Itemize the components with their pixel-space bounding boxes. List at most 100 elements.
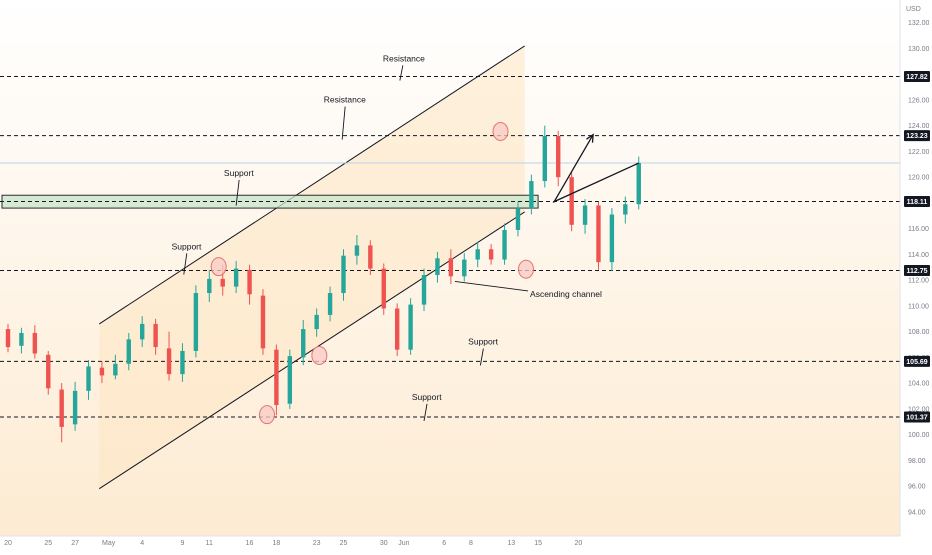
candle-body-45 (609, 214, 615, 263)
annotation-label-1: Resistance (324, 95, 366, 105)
annotations-layer: Resistance Resistance Support Support Suppor… (172, 53, 640, 425)
price-tick-label-18: 130.00 (908, 46, 930, 53)
candle-body-8 (113, 363, 118, 376)
candle-body-6 (86, 366, 91, 391)
price-tick-label-5: 104.00 (908, 381, 930, 388)
callout-label: Ascending channel (530, 289, 602, 299)
channel-layer (98, 45, 525, 490)
time-axis-panel (0, 536, 932, 550)
time-tick-label-9: 23 (313, 540, 321, 547)
time-tick-label-2: 27 (71, 540, 79, 547)
candle-body-16 (220, 278, 225, 287)
time-tick-label-4: 4 (140, 540, 144, 547)
candle-body-5 (72, 390, 78, 425)
price-tick-label-14: 122.00 (908, 149, 930, 156)
channel-upper-line (98, 45, 525, 325)
annotation-label-3: Support (172, 241, 202, 251)
candle-body-0 (5, 329, 11, 348)
pivot-marker-1 (259, 405, 276, 425)
time-tick-label-6: 11 (206, 540, 213, 547)
annotation-label-5: Support (412, 392, 442, 402)
price-tick-label-16: 126.00 (908, 97, 930, 104)
candle-body-17 (233, 268, 239, 287)
level-label-5: 101.37 (906, 414, 928, 421)
candle-body-9 (126, 339, 131, 364)
projection-arrowhead (586, 133, 594, 143)
candle-body-7 (99, 367, 105, 376)
time-tick-label-5: 9 (181, 540, 185, 547)
price-tick-label-11: 116.00 (908, 226, 929, 233)
pivot-marker-2 (311, 345, 328, 365)
candle-body-11 (153, 323, 158, 348)
price-tick-label-19: 132.00 (908, 20, 930, 27)
candle-body-28 (381, 268, 386, 309)
time-tick-label-13: 6 (442, 540, 446, 547)
candle-body-30 (408, 304, 413, 350)
price-tick-label-9: 112.00 (908, 278, 929, 285)
candle-body-15 (207, 278, 212, 294)
level-label-bg-2 (904, 196, 930, 208)
time-tick-label-15: 13 (507, 540, 515, 547)
time-tick-label-14: 8 (469, 540, 473, 547)
price-tick-label-13: 120.00 (908, 175, 930, 182)
candle-body-43 (582, 205, 588, 225)
candle-body-14 (193, 293, 199, 351)
price-tick-label-0: 94.00 (908, 509, 926, 516)
level-label-4: 105.69 (906, 359, 928, 366)
candle-body-4 (59, 389, 64, 427)
annotation-pointer-3 (183, 253, 188, 275)
annotation-pointer-0 (399, 65, 404, 81)
price-tick-label-2: 98.00 (908, 458, 926, 465)
candle-body-18 (247, 269, 252, 295)
price-tick-label-10: 114.00 (908, 252, 929, 259)
price-tick-label-8: 110.00 (908, 303, 929, 310)
price-tick-label-1: 96.00 (908, 484, 926, 491)
candle-body-24 (327, 293, 333, 315)
candle-body-34 (462, 259, 467, 277)
time-tick-label-7: 16 (246, 540, 254, 547)
channel-fill (99, 45, 525, 489)
candles-layer (5, 125, 641, 443)
currency-label: USD (906, 6, 921, 13)
channel-lower-line (98, 211, 525, 490)
annotation-label-0: Resistance (383, 53, 425, 63)
candle-body-1 (19, 332, 24, 346)
time-tick-label-17: 20 (574, 540, 582, 547)
candle-body-32 (435, 258, 440, 276)
time-tick-label-3: May (102, 540, 116, 547)
price-tick-label-3: 100.00 (908, 432, 930, 439)
candle-body-35 (475, 249, 480, 260)
pivot-marker-4 (518, 259, 535, 279)
candle-body-44 (596, 205, 601, 263)
candle-body-42 (569, 177, 574, 225)
annotation-pointer-4 (479, 348, 484, 366)
time-tick-label-1: 25 (44, 540, 52, 547)
candle-body-20 (274, 349, 279, 406)
candle-body-26 (354, 245, 360, 256)
annotation-label-4: Support (468, 337, 498, 347)
level-label-bg-0 (904, 71, 930, 83)
annotation-pointer-5 (423, 403, 428, 422)
price-tick-label-15: 124.00 (908, 123, 930, 130)
time-tick-label-16: 15 (534, 540, 542, 547)
candle-body-29 (394, 308, 400, 350)
level-label-2: 118.11 (907, 199, 928, 206)
level-label-bg-1 (904, 130, 930, 142)
candle-body-25 (341, 255, 346, 294)
candle-body-40 (542, 136, 547, 182)
candle-body-39 (529, 181, 534, 209)
candle-body-47 (636, 163, 641, 205)
candle-body-19 (260, 295, 266, 349)
time-tick-label-0: 20 (4, 540, 12, 547)
callout-pointer (454, 280, 529, 292)
annotation-label-2: Support (224, 168, 254, 178)
time-tick-label-10: 25 (340, 540, 348, 547)
candle-body-3 (46, 354, 51, 389)
level-label-0: 127.82 (906, 74, 928, 81)
candle-body-46 (623, 204, 628, 215)
candle-body-12 (166, 348, 172, 375)
candle-body-2 (32, 332, 38, 354)
